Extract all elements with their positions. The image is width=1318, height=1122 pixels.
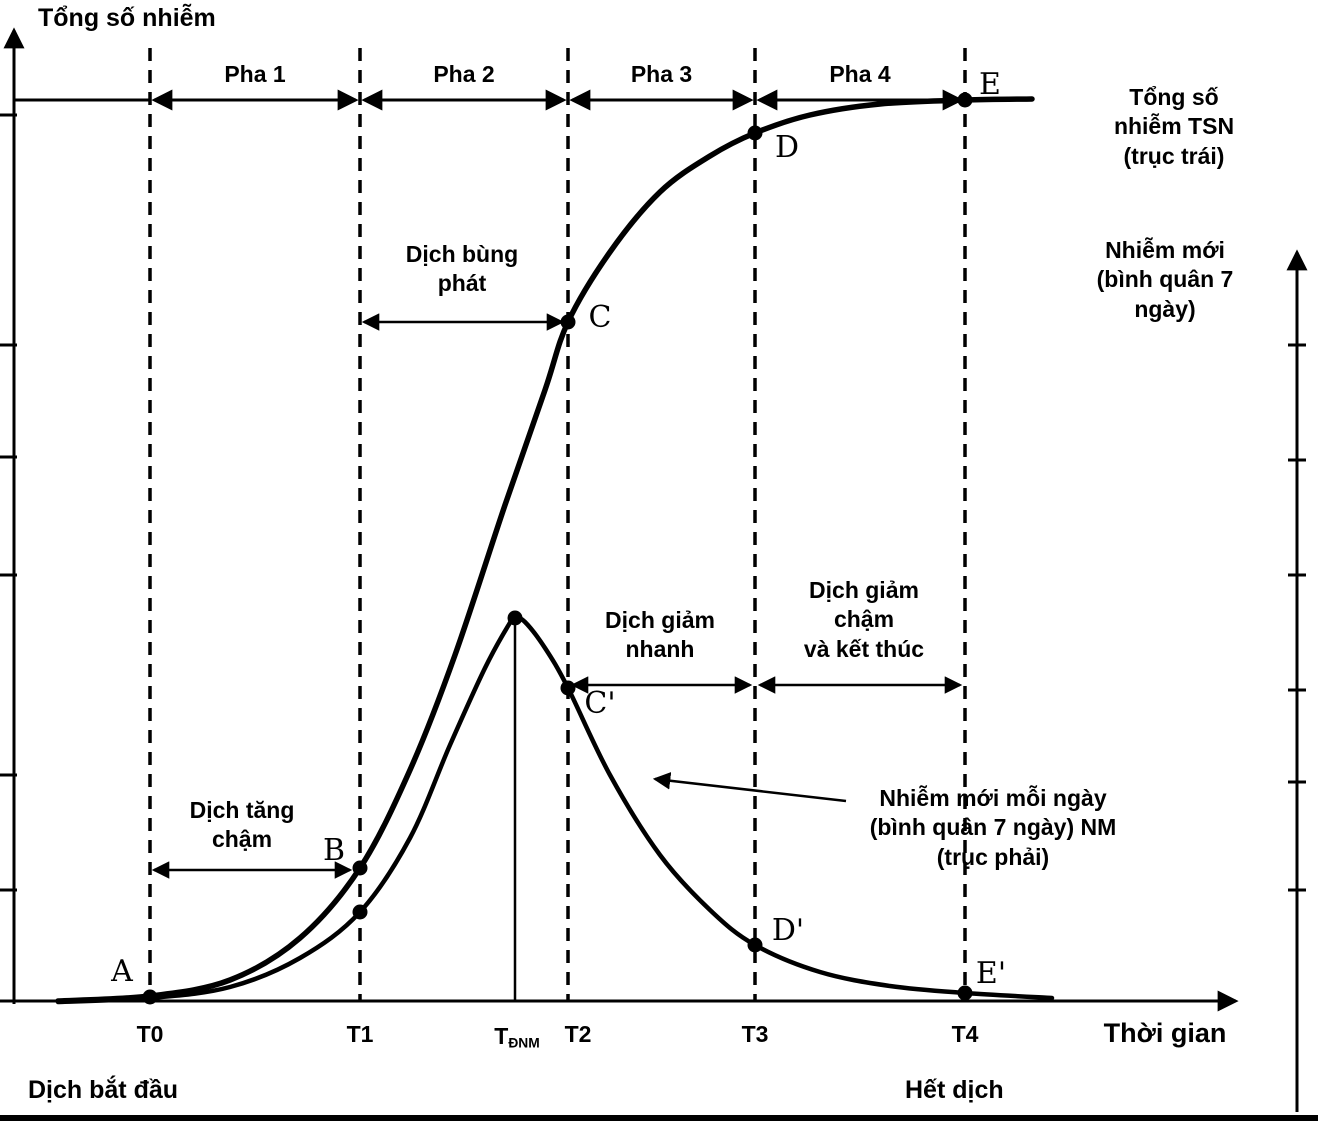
phase-outbreak-text: Dịch bùng phát [405, 241, 519, 297]
point-label-D: D [774, 130, 800, 165]
nm-series-label-text: Nhiễm mới mỗi ngày (bình quân 7 ngày) NM… [869, 785, 1117, 870]
phase-fast-decline-text: Dịch giảm nhanh [605, 607, 715, 663]
point-E [957, 92, 973, 108]
point-label-E: E [979, 67, 1001, 102]
x-axis-title: Thời gian [1103, 1018, 1227, 1048]
point-label-E-prime: E' [975, 956, 1007, 991]
epidemic-end-label: Hết dịch [905, 1076, 1004, 1104]
point-label-C-prime: C' [584, 686, 616, 721]
x-tick-label-TDNM: TĐNM [494, 1022, 539, 1052]
left-axis-title: Tổng số nhiễm [38, 4, 216, 32]
curve-nm [55, 615, 1055, 1005]
point-E-prime [957, 985, 973, 1001]
tsn-series-label-text: Tổng số nhiễm TSN (trục trái) [1113, 84, 1235, 169]
x-tick-sub: ĐNM [508, 1035, 540, 1051]
point-D-prime [747, 937, 763, 953]
point-B [352, 860, 368, 876]
curve-tsn [55, 96, 1035, 1004]
right-axis-title-text: Nhiễm mới (bình quân 7 ngày) [1096, 237, 1234, 322]
phase-label-1: Pha 1 [224, 61, 286, 87]
phase-label-3: Pha 3 [630, 61, 693, 87]
x-tick-label-T2: T2 [564, 1021, 592, 1047]
x-tick-main: T [494, 1023, 509, 1049]
x-tick-label-T3: T3 [741, 1021, 769, 1047]
phase-label-2: Pha 2 [433, 61, 495, 87]
epidemic-start-label: Dịch bắt đầu [28, 1076, 179, 1104]
x-tick-label-T1: T1 [346, 1021, 374, 1047]
point-nm-peak [352, 904, 368, 920]
point-C [560, 314, 576, 330]
phase-slow-rise-text: Dịch tăng chậm [189, 797, 295, 853]
nm-series-label-arrow [652, 772, 847, 803]
phase-slow-decline-end-text: Dịch giảm chậm và kết thúc [803, 577, 925, 662]
point-label-D-prime: D' [771, 913, 805, 948]
phase-label-4: Pha 4 [829, 61, 891, 87]
point-label-A: A [111, 954, 133, 989]
point-C-prime [560, 680, 576, 696]
point-label-C: C [588, 300, 612, 335]
point-label-B: B [322, 833, 346, 868]
point-A [142, 989, 158, 1005]
point-D [747, 125, 763, 141]
point-nm-peak [507, 610, 523, 626]
x-tick-label-T0: T0 [136, 1021, 164, 1047]
x-tick-label-T4: T4 [951, 1021, 979, 1047]
